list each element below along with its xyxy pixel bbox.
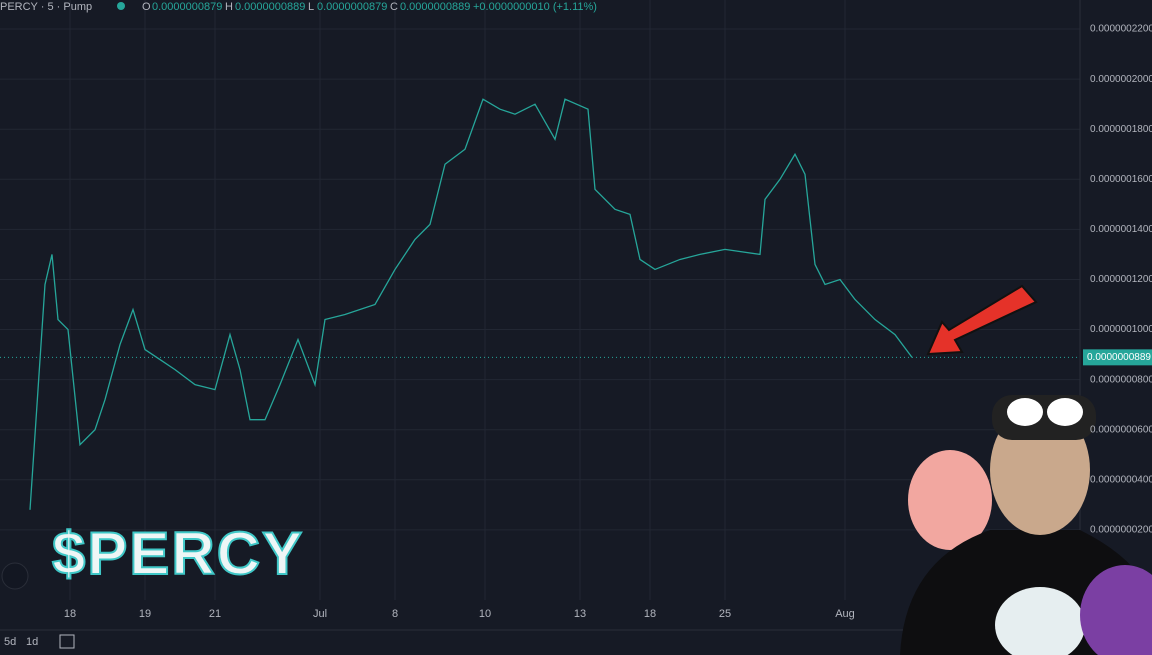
mascot [900,395,1152,655]
tv-logo [1,562,29,590]
y-tick-label: 0.0000002200 [1090,24,1152,35]
status-dot [117,2,125,10]
x-tick-label: Aug [835,608,855,620]
eye [1047,398,1083,426]
plot [0,98,1080,510]
grid [0,0,1080,600]
x-tick-label: 18 [644,608,656,620]
x-tick-label: 18 [64,608,76,620]
h-label: H [225,1,233,13]
last-price-box [1083,349,1152,366]
x-tick-label: 19 [139,608,151,620]
last-price-label: 0.0000000889 [1087,352,1151,363]
logo: $PERCY [52,520,304,587]
y-tick-label: 0.0000001200 [1090,274,1152,285]
close: 0.0000000889 [400,1,470,13]
symbol: PERCY · 5 · Pump [0,1,92,13]
y-tick-label: 0.0000001600 [1090,174,1152,185]
l-label: L [308,1,314,13]
range-button[interactable]: 5d [4,636,16,648]
glow [995,587,1085,655]
y-tick-label: 0.0000000800 [1090,374,1152,385]
bird [908,450,992,550]
y-tick-label: 0.0000001800 [1090,124,1152,135]
y-tick-label: 0.0000000600 [1090,424,1152,435]
x-tick-label: 8 [392,608,398,620]
x-tick-label: Jul [313,608,327,620]
open: 0.0000000879 [152,1,222,13]
price-line [29,98,913,510]
high: 0.0000000889 [235,1,305,13]
x-tick-label: 25 [719,608,731,620]
x-tick-label: 10 [479,608,491,620]
x-tick-label: 13 [574,608,586,620]
o-label: O [142,1,151,13]
y-tick-label: 0.0000001000 [1090,324,1152,335]
y-tick-label: 0.0000000200 [1090,525,1152,536]
goto-date[interactable] [59,634,75,649]
x-tick-label: 21 [209,608,221,620]
creature [1080,565,1152,655]
y-tick-label: 0.0000001400 [1090,224,1152,235]
y-tick-label: 0.0000002000 [1090,74,1152,85]
c-label: C [390,1,398,13]
arrow [926,284,1038,356]
change: +0.0000000010 (+1.11%) [473,1,597,13]
range-button[interactable]: 1d [26,636,38,648]
eye [1007,398,1043,426]
low: 0.0000000879 [317,1,387,13]
y-tick-label: 0.0000000400 [1090,474,1152,485]
